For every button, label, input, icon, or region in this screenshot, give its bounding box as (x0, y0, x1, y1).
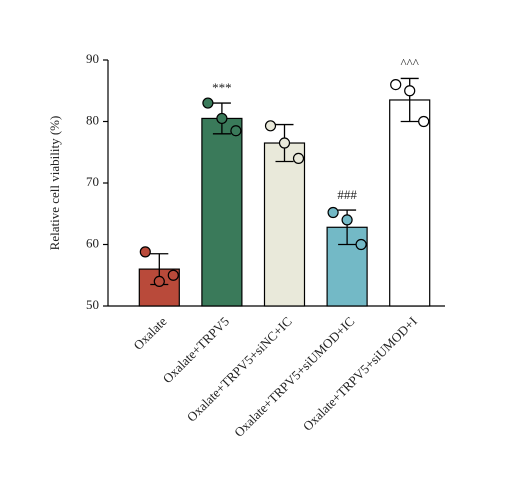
data-point (327, 206, 339, 219)
y-tick-label: 80 (86, 112, 99, 127)
x-tick-label: Oxalate+TRPV5+siNC+IC (184, 314, 295, 425)
x-tick-label: Oxalate (130, 313, 169, 352)
y-tick-label: 90 (86, 51, 99, 66)
data-point (390, 78, 402, 91)
x-tick-label: Oxalate+TRPV5+siUMOD+I (300, 314, 420, 434)
data-point (404, 85, 416, 97)
annotation: ### (337, 187, 357, 202)
data-point (264, 120, 277, 132)
data-point (292, 152, 305, 164)
data-point (202, 97, 214, 109)
bar (201, 117, 243, 307)
data-point (341, 214, 353, 226)
bar (263, 142, 306, 307)
y-tick-label: 50 (86, 297, 99, 312)
y-axis-label: Relative cell viability (%) (47, 116, 62, 251)
y-tick-label: 60 (86, 235, 99, 250)
data-point (216, 112, 228, 125)
y-tick-label: 70 (86, 174, 99, 189)
data-point (418, 115, 430, 128)
annotation: *** (212, 80, 232, 95)
data-point (167, 269, 179, 281)
data-point (355, 238, 367, 251)
data-point (153, 275, 165, 287)
data-point (230, 125, 242, 137)
data-point (278, 137, 291, 149)
data-point (139, 246, 151, 258)
x-tick-label: Oxalate+TRPV5+siUMOD+IC (231, 314, 357, 440)
bar (389, 99, 431, 307)
annotation: ^^^ (401, 55, 419, 70)
